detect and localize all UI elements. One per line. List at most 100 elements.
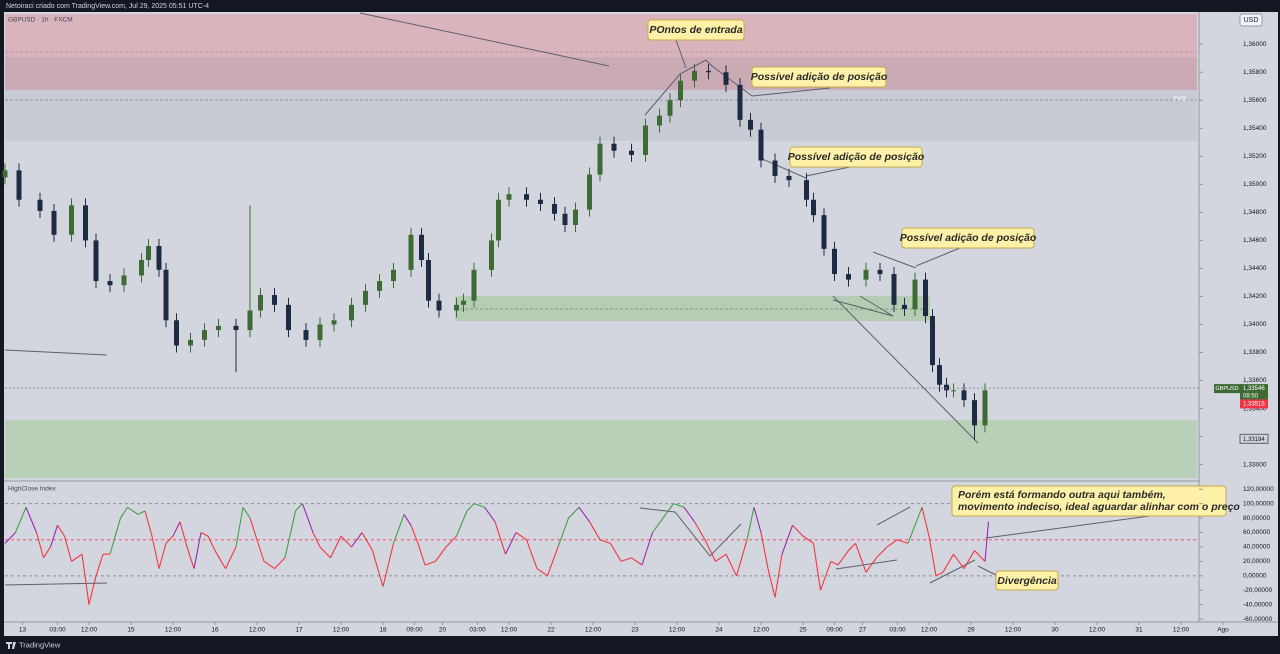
indicator-segment [158,543,167,569]
indicator-segment [263,560,275,570]
x-tick-label: 12:00 [81,627,98,634]
candle-body [657,115,662,126]
indicator-segment [284,510,297,558]
indicator-segment [589,521,601,541]
indicator-segment [735,539,748,576]
last-price-label: 1,33546 [1243,386,1265,392]
candle-body [286,304,291,331]
candle-body [972,400,977,426]
indicator-segment [225,546,237,569]
y-tick-label: 1,34400 [1243,265,1267,272]
annotation: Possível adição de posição [900,232,1037,244]
bottom-bar [0,636,1280,654]
indicator-segment [417,543,426,566]
x-tick-label: 22 [547,627,555,634]
indicator-segment [984,521,990,562]
annotation-box [995,570,1059,591]
annotation-box [951,485,1227,517]
indicator-segment [546,546,559,577]
candle-body [678,80,683,101]
indicator-segment [445,535,457,548]
x-tick-label: 27 [859,627,867,634]
candle-body [377,281,382,291]
annotation: Possível adição de posição [751,71,888,83]
indicator-segment [63,535,73,562]
indicator-segment [71,553,83,562]
candle-body [454,304,459,311]
x-tick-label: 12:00 [501,627,518,634]
indicator-segment [753,507,762,533]
candle-body [846,274,851,280]
currency-box [1239,13,1263,27]
candle-body [83,205,88,241]
indicator-segment [494,521,507,555]
indicator-segment [641,532,654,566]
indicator-segment [704,539,716,562]
indicator-segment [403,514,412,526]
indicator-segment [620,557,632,562]
y-tick-label: 1,33000 [1243,461,1267,468]
candle-body [156,246,162,270]
candle-body [723,72,729,85]
header-title: Netoiraci criado com TradingView.com, Ju… [6,3,209,10]
candle-body [811,199,816,216]
candle-body [786,175,792,181]
y-tick-label: 80,00000 [1243,515,1270,522]
indicator-segment [935,571,944,577]
y-tick-label: 1,34000 [1243,321,1267,328]
indicator-segment [484,506,496,523]
indicator-segment [525,539,538,569]
indicator-segment [371,550,384,587]
indicator-segment [186,546,195,569]
x-tick-label: 30 [1051,627,1059,634]
annotation-box [901,227,1035,249]
y-tick-label: 0,00000 [1243,573,1267,580]
indicator-segment [921,507,930,537]
symbol-title: GBPUSD · 1h · FXCM [8,17,73,24]
indicator-segment [536,568,548,577]
indicator-segment [256,539,265,562]
y-tick-label: 60,00000 [1243,529,1270,536]
indicator-segment [505,532,517,555]
y-tick-label: 1,33800 [1243,349,1267,356]
y-tick-label: 1,35600 [1243,97,1267,104]
x-tick-label: 29 [967,627,975,634]
indicator-segment [172,521,181,537]
indicator-segment [694,521,706,541]
indicator-segment [249,517,258,540]
candle-body [247,310,253,331]
candle-body [748,119,753,130]
indicator-segment [165,535,174,544]
indicator-segment [774,554,783,598]
candle-body [737,84,743,120]
y-tick-label: 1,34600 [1243,237,1267,244]
candle-body [436,300,442,311]
candle-body [258,295,263,311]
indicator-segment [897,539,909,544]
candle-body [419,234,424,261]
candle-body [317,324,323,340]
annotations: POntos de entrada Possível adição de pos… [647,19,1240,591]
x-tick-label: 12:00 [1089,627,1106,634]
candle-body [877,269,883,275]
indicator-segment [473,503,485,508]
y-tick-label: 1,33400 [1243,405,1267,412]
last-price-tag [1240,384,1268,402]
indicator-segment [410,525,419,544]
brand: TradingView [19,640,61,649]
candle-body [471,269,477,301]
candle-body [2,170,8,178]
indicator-segment [120,506,128,519]
candle-body [629,150,634,155]
indicator-segment [837,550,849,566]
x-tick-label: 25 [799,627,807,634]
x-tick-label: Ago [1217,627,1229,634]
countdown: 08:50 [1243,394,1259,400]
indicator-segment [193,532,202,569]
indicator-segment [109,517,122,555]
y-tick-label: 1,36000 [1243,41,1267,48]
currency: USD [1244,17,1259,24]
indicator-segment [819,561,832,591]
annotation-box [789,146,923,168]
indicator-segment [88,575,97,605]
